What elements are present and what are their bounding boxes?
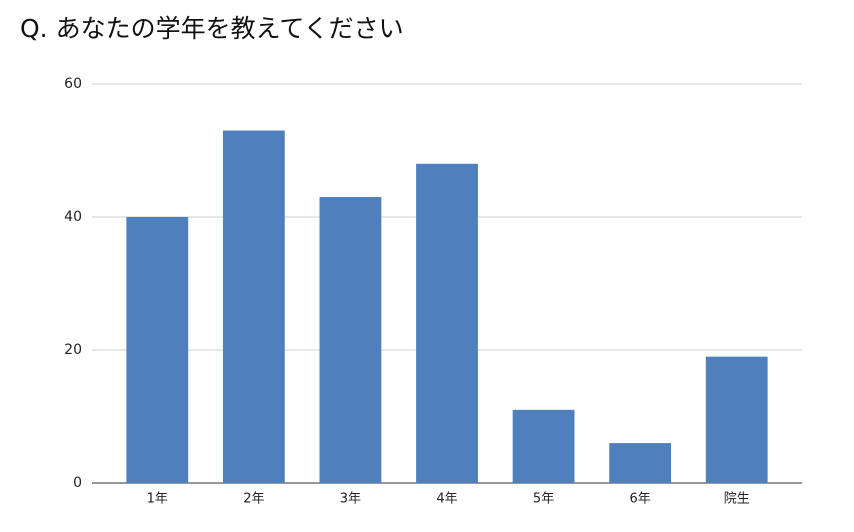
y-tick-label: 60 (64, 76, 82, 92)
y-tick-label: 40 (64, 209, 82, 225)
bar (416, 163, 478, 484)
chart-title: Q. あなたの学年を教えてください (20, 14, 404, 43)
x-tick-label: 5年 (533, 492, 554, 507)
y-tick-label: 20 (64, 342, 82, 358)
x-tick-label: 4年 (436, 492, 457, 507)
bar (222, 130, 285, 484)
x-tick-label: 2年 (243, 492, 264, 507)
bar (126, 217, 189, 483)
y-tick-label: 0 (73, 475, 82, 491)
bar (512, 409, 575, 483)
bar (609, 443, 672, 483)
bar (705, 356, 768, 483)
x-tick-label: 6年 (630, 492, 651, 507)
bar (319, 197, 382, 484)
x-tick-label: 1年 (147, 492, 168, 507)
x-tick-label: 院生 (724, 492, 750, 507)
x-tick-label: 3年 (340, 492, 361, 507)
